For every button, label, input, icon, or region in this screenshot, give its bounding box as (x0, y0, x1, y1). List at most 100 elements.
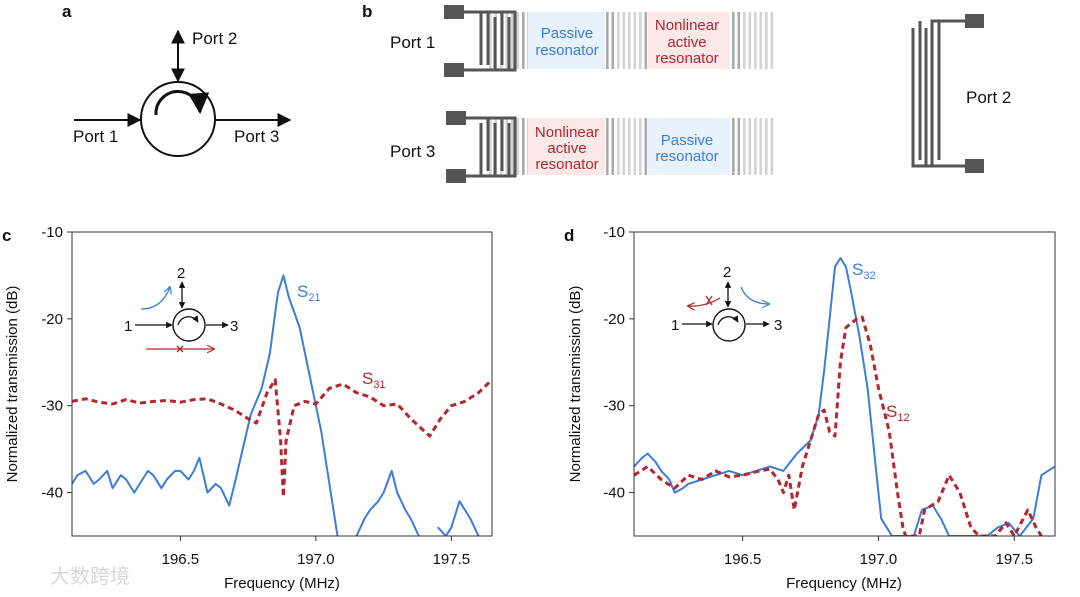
bottom-nonlinear-label: active (547, 140, 586, 157)
chart-c-ticks: 196.5 197.0 197.5 -10 -20 -30 -40 (41, 224, 470, 568)
b-port2-label: Port 2 (966, 88, 1011, 107)
grating-stripe (617, 118, 620, 175)
grating-stripe (606, 118, 609, 175)
x-tick-label: 196.5 (724, 551, 762, 568)
top-passive-label: Passive (541, 25, 594, 42)
grating-stripe (622, 118, 626, 175)
top-passive-region (528, 12, 605, 69)
chart-d-xlabel: Frequency (MHz) (786, 575, 902, 592)
b-port1-label: Port 1 (390, 33, 435, 52)
s12-sub: 12 (897, 412, 909, 424)
grating-stripe (754, 12, 757, 69)
top-nonlinear-label: active (667, 34, 706, 51)
chart-d: d 196.5 197.0 197.5 -10 -20 -30 -40 Frequency … (564, 224, 1056, 592)
grating-stripe (770, 12, 774, 69)
grating-stripe (622, 12, 626, 69)
port3-pad (446, 169, 466, 183)
x-tick-label: 196.5 (162, 551, 200, 568)
chart-c-plot (72, 274, 492, 536)
panel-b-device: b Passive resonator Nonlinear active res… (362, 2, 1011, 183)
y-tick-label: -10 (603, 224, 625, 241)
inset-circle (172, 308, 206, 342)
x-tick-label: 197.5 (995, 551, 1033, 568)
x-tick-label: 197.5 (433, 551, 471, 568)
grating-stripe (522, 118, 525, 175)
x-tick-label: 197.0 (297, 551, 335, 568)
panel-label-c: c (2, 226, 11, 245)
inset-label-1: 1 (671, 317, 679, 334)
grating-stripe (770, 118, 774, 175)
watermark: 大数跨境 (50, 565, 130, 588)
grating-stripe (639, 118, 642, 175)
inset-circulation-arrow-icon (717, 315, 739, 326)
port3-label: Port 3 (234, 127, 279, 146)
series-line-s32 (634, 257, 1055, 536)
y-tick-label: -40 (41, 485, 63, 502)
grating-stripe (505, 118, 509, 175)
x-tick-label: 197.0 (860, 551, 898, 568)
grating-stripe (759, 12, 763, 69)
chart-c-ylabel: Normalized transmission (dB) (4, 286, 21, 483)
grating-stripe (639, 12, 642, 69)
s32-main: S (852, 260, 863, 279)
circulator-circle (140, 81, 216, 157)
b-port3-label: Port 3 (390, 142, 435, 161)
grating-stripe (522, 12, 525, 69)
top-nonlinear-region (648, 12, 730, 69)
chart-c: c 196.5 197.0 197.5 -10 -20 -30 -40 Frequency … (2, 224, 493, 592)
chart-d-plot (634, 257, 1055, 536)
grating-stripe (732, 118, 735, 175)
grating-stripe (611, 118, 615, 175)
grating-stripe (516, 12, 520, 69)
chart-d-ticks: 196.5 197.0 197.5 -10 -20 -30 -40 (603, 224, 1033, 568)
inset-allowed-arrow-icon (140, 287, 170, 310)
grating-stripe (644, 118, 648, 175)
grating-stripe (516, 118, 520, 175)
grating-stripe (505, 12, 509, 69)
grating-stripe (511, 12, 514, 69)
inset-allowed-arrow-icon (740, 286, 769, 304)
grating-stripe (743, 12, 746, 69)
inset-label-2: 2 (177, 265, 185, 282)
idt-port1 (463, 10, 517, 72)
series-label-s21: S21 (297, 282, 321, 304)
panel-label-a: a (62, 2, 72, 21)
grating-stripe (489, 12, 492, 69)
inset-circulation-arrow-icon (177, 315, 199, 326)
panel-label-b: b (362, 2, 372, 21)
grating-stripe (748, 118, 752, 175)
grating-stripe (633, 118, 637, 175)
grating-stripe (759, 118, 763, 175)
bottom-passive-label: Passive (661, 132, 714, 149)
grating-stripe (617, 12, 620, 69)
series-label-s32: S32 (852, 260, 876, 282)
port2-pad (965, 159, 984, 173)
port2-label: Port 2 (192, 29, 237, 48)
port1-label: Port 1 (73, 127, 118, 146)
port3-pad (446, 111, 466, 125)
series-label-s12: S12 (886, 402, 910, 424)
grating-stripe (606, 12, 609, 69)
top-nonlinear-label: resonator (655, 50, 718, 67)
s31-sub: 31 (373, 379, 385, 391)
y-tick-label: -20 (41, 311, 63, 328)
panel-a-circulator: a Port 1 Port 2 Port 3 (62, 2, 292, 157)
grating-stripe (732, 12, 735, 69)
top-passive-label: resonator (535, 42, 598, 59)
blocked-x-icon (176, 345, 184, 353)
grating-stripe (628, 118, 631, 175)
chart-c-frame (71, 231, 493, 537)
inset-label-1: 1 (124, 318, 132, 335)
grating-stripe (633, 12, 637, 69)
port2-pad (965, 14, 984, 28)
idt-port3 (463, 116, 517, 178)
circulation-arrow-icon (154, 90, 210, 116)
y-tick-label: -20 (603, 311, 625, 328)
y-tick-label: -30 (41, 398, 63, 415)
bottom-nonlinear-label: resonator (535, 156, 598, 173)
grating-stripe (765, 12, 768, 69)
panel-label-d: d (564, 226, 574, 245)
y-tick-label: -40 (603, 485, 625, 502)
bottom-passive-region (648, 118, 730, 175)
series-line-s21 (72, 274, 480, 536)
